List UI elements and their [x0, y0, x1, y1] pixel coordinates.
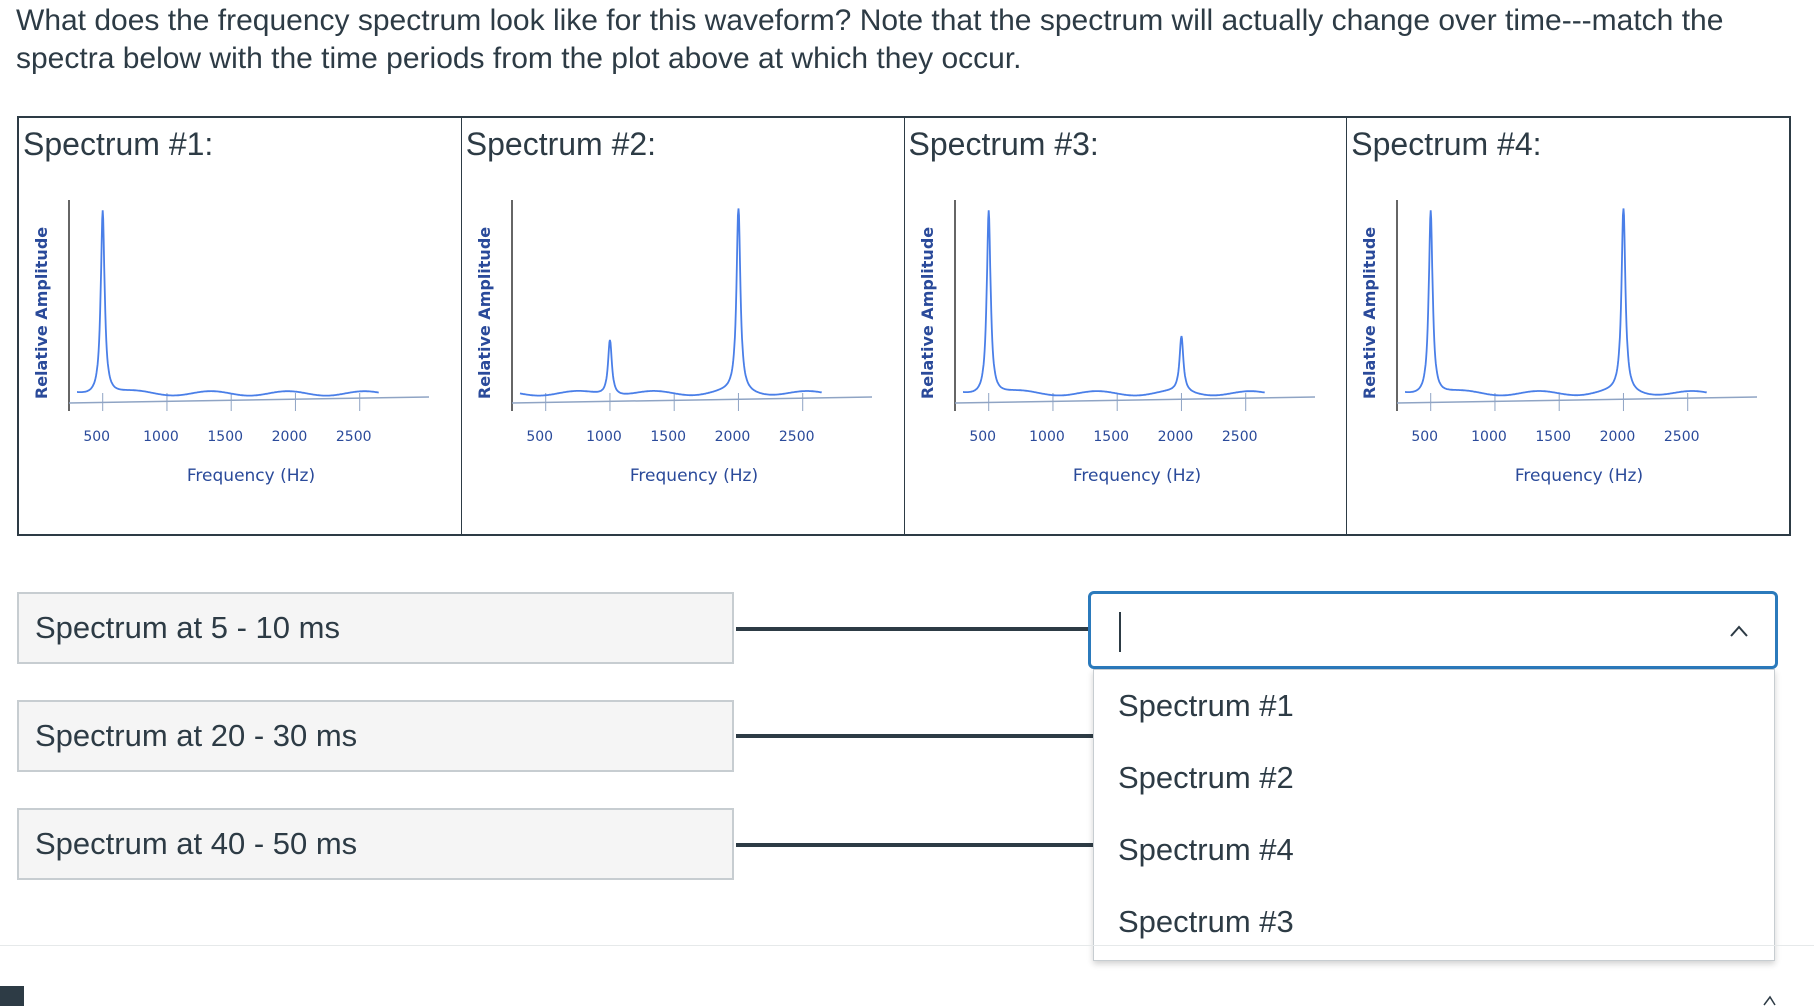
- x-tick-label: 2000: [1600, 429, 1636, 445]
- x-tick-label: 2500: [1664, 429, 1700, 445]
- dropdown-option[interactable]: Spectrum #1: [1118, 688, 1294, 723]
- x-tick-label: 1000: [586, 429, 622, 445]
- connector-line: [736, 734, 1096, 738]
- x-tick-label: 1500: [1536, 429, 1572, 445]
- spectrum-title: Spectrum #1:: [23, 126, 214, 162]
- question-text: What does the frequency spectrum look li…: [16, 4, 1724, 75]
- x-tick-label: 500: [83, 429, 110, 445]
- x-tick-label: 1500: [650, 429, 686, 445]
- spectrum-chart: Relative Amplitude 500 1000 1500 2000 2500 Fre…: [918, 200, 1315, 486]
- spectrum-title: Spectrum #2:: [465, 126, 657, 162]
- spectrum-cell-4: Spectrum #4: Relative Amplitude 500 1000 15…: [1347, 118, 1789, 534]
- x-axis: [1397, 396, 1758, 404]
- chevron-up-icon[interactable]: [1729, 622, 1749, 642]
- spectrum-chart: Relative Amplitude 500 1000 1500 2000 2500 Fre…: [32, 200, 430, 486]
- prompt-5-10ms: Spectrum at 5 - 10 ms: [17, 592, 734, 664]
- spectra-table: Spectrum #1: Relative Amplitude 500 1000 15…: [17, 116, 1791, 536]
- x-tick-label: 2000: [714, 429, 750, 445]
- x-axis-label: Frequency (Hz): [187, 466, 315, 486]
- x-axis-label: Frequency (Hz): [1072, 466, 1200, 486]
- dropdown-option[interactable]: Spectrum #3: [1118, 904, 1294, 939]
- y-axis-label: Relative Amplitude: [32, 227, 51, 399]
- connector-line: [736, 627, 1096, 631]
- x-tick-label: 2500: [779, 429, 815, 445]
- x-axis: [511, 396, 872, 404]
- x-tick-label: 2000: [272, 429, 308, 445]
- spectrum-line: [519, 208, 822, 397]
- connector-line: [736, 843, 1096, 847]
- x-tick-label: 2000: [1157, 429, 1193, 445]
- x-tick-label: 1500: [1093, 429, 1129, 445]
- spectrum-cell-2: Spectrum #2: Relative Amplitude 500 1000 15…: [462, 118, 905, 534]
- dropdown-menu: Spectrum #1 Spectrum #2 Spectrum #4 Spec…: [1093, 669, 1775, 961]
- x-tick-label: 1000: [143, 429, 179, 445]
- spectrum-cell-3: Spectrum #3: Relative Amplitude 500 1000 15…: [905, 118, 1348, 534]
- y-axis-label: Relative Amplitude: [475, 227, 494, 399]
- spectrum-chart: Relative Amplitude 500 1000 1500 2000 2500 Fre…: [1360, 200, 1758, 486]
- spectrum-title: Spectrum #4:: [1351, 126, 1542, 162]
- spectrum-line: [962, 210, 1265, 397]
- divider: [0, 945, 1814, 946]
- dropdown-option[interactable]: Spectrum #4: [1118, 832, 1294, 867]
- dropdown-option[interactable]: Spectrum #2: [1118, 760, 1294, 795]
- spectrum-cell-1: Spectrum #1: Relative Amplitude 500 1000 15…: [19, 118, 462, 534]
- chevron-up-icon: [1763, 995, 1776, 1006]
- x-tick-label: 500: [969, 429, 996, 445]
- x-tick-label: 1000: [1471, 429, 1507, 445]
- y-axis-label: Relative Amplitude: [1360, 227, 1379, 399]
- x-tick-label: 2500: [1221, 429, 1257, 445]
- answer-select[interactable]: [1088, 591, 1778, 669]
- text-cursor: [1119, 612, 1121, 652]
- x-axis: [954, 396, 1315, 404]
- x-axis-label: Frequency (Hz): [630, 466, 758, 486]
- spectrum-chart: Relative Amplitude 500 1000 1500 2000 2500 Fre…: [475, 200, 872, 486]
- x-tick-label: 500: [1412, 429, 1439, 445]
- x-tick-label: 2500: [336, 429, 372, 445]
- spectrum-line: [77, 210, 379, 397]
- x-tick-label: 500: [526, 429, 553, 445]
- x-axis-label: Frequency (Hz): [1515, 466, 1643, 486]
- x-tick-label: 1500: [207, 429, 243, 445]
- scroll-thumb[interactable]: [0, 986, 24, 1006]
- y-axis-label: Relative Amplitude: [918, 227, 937, 399]
- spectrum-line: [1405, 208, 1708, 397]
- prompt-40-50ms: Spectrum at 40 - 50 ms: [17, 808, 734, 880]
- x-tick-label: 1000: [1029, 429, 1065, 445]
- spectrum-title: Spectrum #3:: [908, 126, 1099, 162]
- x-axis: [68, 396, 430, 404]
- prompt-20-30ms: Spectrum at 20 - 30 ms: [17, 700, 734, 772]
